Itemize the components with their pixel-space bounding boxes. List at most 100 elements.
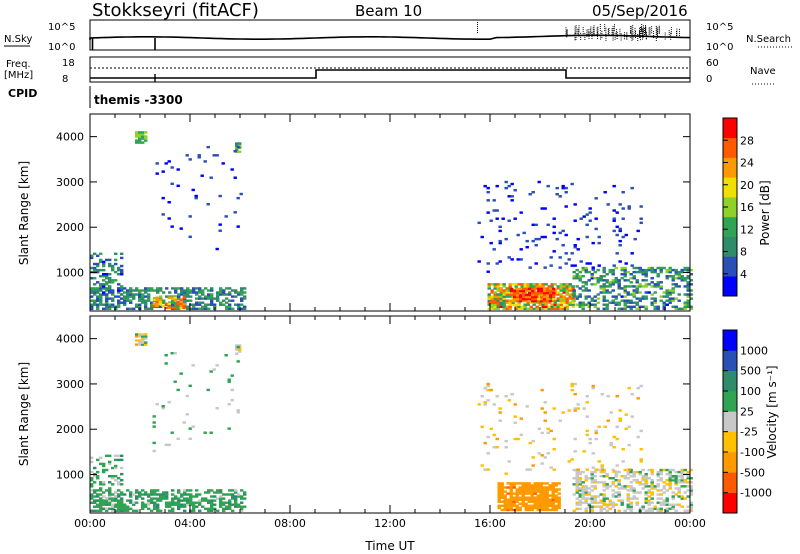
heatmap-cell: [647, 495, 651, 498]
heatmap-cell: [584, 485, 588, 488]
heatmap-cell: [578, 487, 582, 490]
heatmap-cell: [189, 503, 193, 506]
heatmap-cell: [612, 435, 616, 439]
heatmap-cell: [483, 468, 487, 471]
heatmap-cell: [508, 303, 512, 306]
heatmap-cell: [540, 407, 544, 410]
heatmap-cell: [508, 283, 512, 286]
heatmap-cell: [590, 297, 594, 300]
heatmap-cell: [182, 296, 186, 299]
heatmap-cell: [594, 227, 598, 231]
heatmap-cell: [177, 305, 181, 309]
heatmap-cell: [493, 285, 497, 288]
heatmap-cell: [114, 454, 118, 458]
heatmap-cell: [502, 297, 506, 300]
heatmap-cell: [635, 270, 639, 274]
heatmap-cell: [551, 492, 555, 495]
heatmap-cell: [656, 509, 660, 513]
heatmap-cell: [644, 485, 648, 488]
heatmap-cell: [636, 435, 640, 439]
heatmap-cell: [93, 499, 97, 502]
heatmap-cell: [219, 289, 223, 292]
heatmap-cell: [126, 297, 130, 300]
heatmap-cell: [686, 489, 690, 492]
heatmap-cell: [635, 470, 639, 474]
heatmap-cell: [480, 235, 484, 239]
heatmap-cell: [189, 307, 193, 311]
heatmap-cell: [576, 403, 580, 406]
heatmap-cell: [573, 409, 577, 412]
y-tick-label: 4000: [56, 333, 84, 346]
heatmap-cell: [662, 481, 666, 484]
heatmap-cell: [573, 393, 577, 396]
heatmap-cell: [524, 504, 528, 508]
heatmap-cell: [602, 497, 606, 500]
heatmap-cell: [677, 495, 681, 498]
heatmap-cell: [689, 297, 693, 300]
heatmap-cell: [500, 490, 504, 493]
heatmap-cell: [587, 295, 591, 298]
heatmap-cell: [639, 460, 643, 463]
heatmap-cell: [236, 225, 240, 228]
heatmap-cell: [167, 160, 171, 163]
heatmap-cell: [653, 297, 657, 300]
heatmap-cell: [653, 301, 657, 304]
heatmap-cell: [138, 135, 142, 138]
heatmap-cell: [572, 291, 576, 294]
heatmap-cell: [141, 131, 145, 134]
nsearch-tick-top: 10^5: [706, 22, 733, 33]
heatmap-cell: [90, 295, 94, 298]
heatmap-cell: [147, 297, 151, 300]
heatmap-cell: [503, 506, 507, 510]
heatmap-cell: [671, 277, 675, 280]
heatmap-cell: [544, 283, 548, 286]
heatmap-cell: [644, 493, 648, 496]
heatmap-cell: [683, 301, 687, 304]
heatmap-cell: [105, 499, 109, 502]
heatmap-cell: [621, 217, 625, 220]
colorbar-tick-label: -25: [740, 426, 758, 439]
heatmap-cell: [635, 301, 639, 304]
heatmap-cell: [559, 305, 563, 309]
heatmap-cell: [542, 500, 546, 503]
heatmap-cell: [165, 501, 169, 504]
heatmap-cell: [556, 297, 560, 300]
heatmap-cell: [587, 491, 591, 494]
heatmap-cell: [602, 289, 606, 292]
heatmap-cell: [641, 295, 645, 298]
heatmap-cell: [161, 304, 165, 308]
heatmap-cell: [177, 499, 181, 502]
heatmap-cell: [590, 507, 594, 511]
heatmap-cell: [671, 505, 675, 508]
heatmap-cell: [635, 291, 639, 294]
heatmap-cell: [243, 287, 247, 290]
colorbar-tick-label: 20: [740, 179, 754, 192]
heatmap-cell: [189, 493, 193, 496]
heatmap-cell: [480, 395, 484, 398]
heatmap-cell: [219, 497, 223, 500]
heatmap-cell: [515, 490, 519, 493]
nsearch-tick-bottom: 10^0: [706, 42, 733, 53]
heatmap-cell: [171, 509, 175, 513]
heatmap-cell: [623, 305, 627, 309]
heatmap-cell: [644, 297, 648, 300]
heatmap-cell: [639, 458, 643, 461]
heatmap-cell: [597, 264, 601, 267]
heatmap-cell: [553, 307, 557, 311]
heatmap-cell: [635, 307, 639, 311]
heatmap-cell: [141, 299, 145, 302]
heatmap-cell: [527, 482, 531, 485]
heatmap-cell: [659, 281, 663, 284]
heatmap-cell: [540, 235, 544, 239]
heatmap-cell: [517, 301, 521, 304]
heatmap-cell: [135, 333, 139, 336]
heatmap-cell: [611, 481, 615, 484]
heatmap-cell: [630, 264, 634, 267]
heatmap-cell: [105, 295, 109, 298]
heatmap-cell: [668, 270, 672, 274]
heatmap-cell: [612, 229, 616, 233]
heatmap-cell: [624, 413, 628, 416]
heatmap-cell: [96, 509, 100, 513]
heatmap-cell: [201, 307, 205, 311]
heatmap-cell: [93, 481, 97, 484]
